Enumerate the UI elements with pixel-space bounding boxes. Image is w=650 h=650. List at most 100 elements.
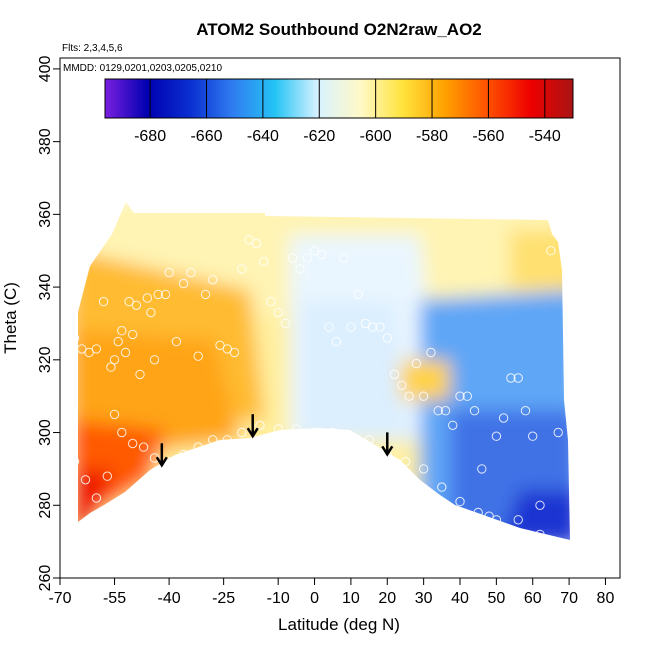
observation-point: [208, 435, 218, 445]
y-tick-label: 280: [37, 492, 54, 519]
y-tick-label: 300: [37, 419, 54, 446]
observation-point: [160, 289, 171, 300]
observation-point: [426, 347, 436, 358]
observation-point: [193, 442, 203, 452]
observation-point: [91, 493, 102, 503]
observation-point: [309, 246, 320, 256]
observation-point: [473, 507, 483, 518]
y-tick-label: 400: [37, 55, 54, 82]
observation-point: [546, 246, 556, 256]
observation-point: [346, 431, 356, 441]
observation-point: [237, 427, 247, 438]
observation-point: [437, 482, 447, 492]
observation-point: [528, 431, 538, 441]
x-tick-label: -25: [212, 590, 235, 607]
observation-point: [171, 336, 182, 347]
x-tick-label: 30: [415, 590, 433, 607]
interpolated-field: [78, 202, 570, 540]
observation-point: [338, 253, 349, 263]
observation-point: [513, 515, 523, 525]
flights-label: Flts: 2,3,4,5,6: [62, 43, 123, 54]
observation-point: [375, 322, 385, 332]
observation-point: [109, 409, 120, 420]
observation-point: [131, 300, 142, 310]
observation-point: [146, 307, 156, 318]
observation-point: [258, 256, 269, 267]
x-tick-label: 10: [342, 590, 360, 607]
observation-point: [77, 344, 87, 354]
x-tick-label: 60: [524, 590, 542, 607]
observation-point: [280, 318, 291, 329]
observation-point: [266, 296, 276, 307]
colorbar-gradient: [104, 78, 574, 119]
observation-points: [62, 235, 563, 540]
colorbar-tick-label: -680: [134, 128, 166, 145]
observation-point: [62, 435, 73, 445]
observation-point: [535, 500, 545, 510]
x-tick-label: 20: [378, 590, 396, 607]
observation-point: [229, 347, 240, 358]
plot-frame: [59, 57, 621, 579]
observation-point: [411, 358, 422, 369]
colorbar-tick-label: -560: [472, 128, 504, 145]
observation-point: [237, 264, 247, 274]
observation-point: [128, 329, 138, 340]
colorbar: -680 -660 -640 -620 -600 -580 -560 -540: [104, 78, 574, 145]
observation-point: [317, 249, 327, 260]
observation-point: [142, 293, 153, 303]
field-region-tropics-lower: [300, 300, 410, 440]
observation-point: [178, 278, 189, 289]
observation-point: [400, 456, 411, 467]
x-tick-label: 0: [310, 590, 319, 607]
observation-point: [535, 529, 545, 540]
observation-point: [113, 336, 123, 347]
observation-point: [124, 296, 134, 307]
x-tick-label: 80: [597, 590, 615, 607]
observation-point: [520, 406, 531, 416]
arrow-marker: [381, 432, 394, 457]
observation-point: [138, 442, 149, 452]
observation-point: [477, 464, 487, 474]
colorbar-tick-label: -640: [247, 128, 279, 145]
observation-point: [404, 391, 414, 401]
y-tick-label: 320: [37, 346, 54, 373]
observation-point: [553, 427, 563, 438]
observation-point: [309, 427, 320, 438]
observation-point: [291, 424, 302, 434]
colorbar-tick-label: -660: [190, 128, 222, 145]
observation-point: [498, 413, 509, 423]
x-tick-label: 40: [451, 590, 469, 607]
x-tick-label: -70: [48, 590, 71, 607]
observation-point: [418, 391, 429, 401]
y-tick-label: 380: [37, 128, 54, 155]
dates-label: MMDD: 0129,0201,0203,0205,0210: [63, 63, 222, 74]
observation-point: [491, 431, 502, 441]
observation-point: [364, 435, 374, 445]
observation-point: [346, 322, 356, 332]
colorbar-tick-label: -540: [529, 128, 561, 145]
observation-point: [106, 362, 116, 372]
colorbar-tick-label: -580: [416, 128, 448, 145]
y-tick-label: 260: [37, 565, 54, 592]
colorbar-tick-label: -620: [303, 128, 335, 145]
observation-point: [128, 438, 138, 449]
observation-point: [200, 289, 211, 300]
arrow-markers: [155, 414, 394, 468]
observation-point: [222, 435, 233, 445]
colorbar-ticks: -680 -660 -640 -620 -600 -580 -560 -540: [134, 79, 561, 145]
observation-point: [117, 427, 127, 438]
y-tick-label: 340: [37, 274, 54, 301]
observation-point: [117, 326, 127, 336]
observation-point: [251, 238, 262, 249]
observation-point: [186, 267, 196, 278]
observation-point: [255, 420, 265, 430]
observation-point: [448, 420, 458, 430]
observation-point: [62, 318, 73, 329]
observation-point: [433, 406, 443, 416]
x-tick-label: -40: [158, 590, 181, 607]
observation-point: [513, 373, 523, 383]
observation-point: [455, 391, 465, 401]
field-region-warm-patch: [400, 360, 450, 400]
observation-point: [164, 267, 174, 278]
